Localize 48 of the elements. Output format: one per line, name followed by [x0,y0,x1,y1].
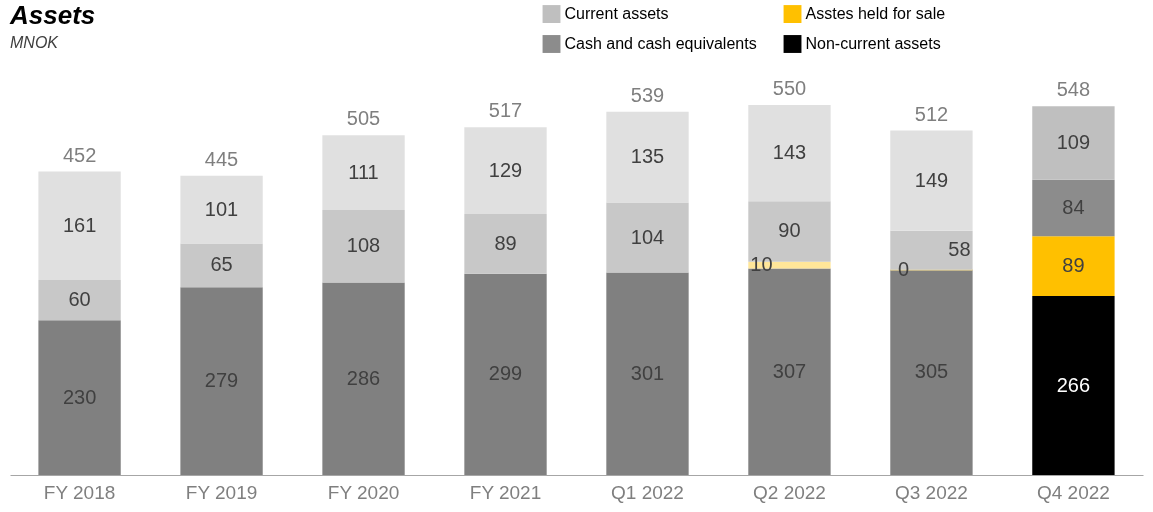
x-tick-label: Q4 2022 [1036,481,1110,503]
data-label: 109 [1056,131,1091,154]
data-label: 266 [1056,373,1091,396]
data-label: 301 [630,361,665,384]
data-label: 230 [62,385,97,408]
x-tick-label: FY 2019 [185,481,258,503]
data-label: 101 [204,197,239,220]
total-label: 445 [204,147,239,170]
data-label: 104 [630,225,665,248]
data-label: 58 [948,238,971,261]
data-label: 286 [346,366,381,389]
x-tick-label: Q1 2022 [611,481,684,503]
data-label: 89 [494,231,517,254]
total-label: 539 [630,83,665,106]
data-label: 307 [772,359,807,382]
legend-label: Cash and cash equivalents [564,35,757,52]
x-tick-label: FY 2021 [469,481,542,503]
chart-title: Assets [10,0,96,31]
legend-label: Asstes held for sale [805,5,946,23]
data-label: 84 [1062,195,1085,218]
x-tick-label: FY 2020 [327,481,400,503]
data-label: 65 [210,253,233,276]
legend-label: Non-current assets [805,35,941,52]
x-tick-label: Q2 2022 [753,481,826,503]
x-tick-label: Q3 2022 [895,481,968,503]
total-label: 550 [772,77,807,99]
data-label: 161 [62,213,97,236]
data-label: 89 [1062,254,1085,277]
data-label: 149 [914,168,949,191]
legend-label: Current assets [564,5,669,23]
total-label: 452 [62,143,97,166]
total-label: 505 [346,107,381,130]
data-label: 129 [488,158,523,181]
chart-subtitle: MNOK [10,34,58,52]
total-label: 512 [914,102,949,125]
total-label: 517 [488,99,523,122]
data-label: 111 [348,160,379,183]
data-label: 305 [914,360,949,383]
data-label: 279 [204,369,239,392]
data-label: 135 [630,145,665,168]
data-label: 143 [772,141,807,164]
data-label: 60 [68,288,91,311]
total-label: 548 [1056,78,1091,101]
data-label: 0 [897,257,910,280]
data-label: 108 [346,234,381,257]
x-tick-label: FY 2018 [43,481,116,503]
data-label: 299 [488,362,523,385]
data-label: 90 [778,219,801,242]
